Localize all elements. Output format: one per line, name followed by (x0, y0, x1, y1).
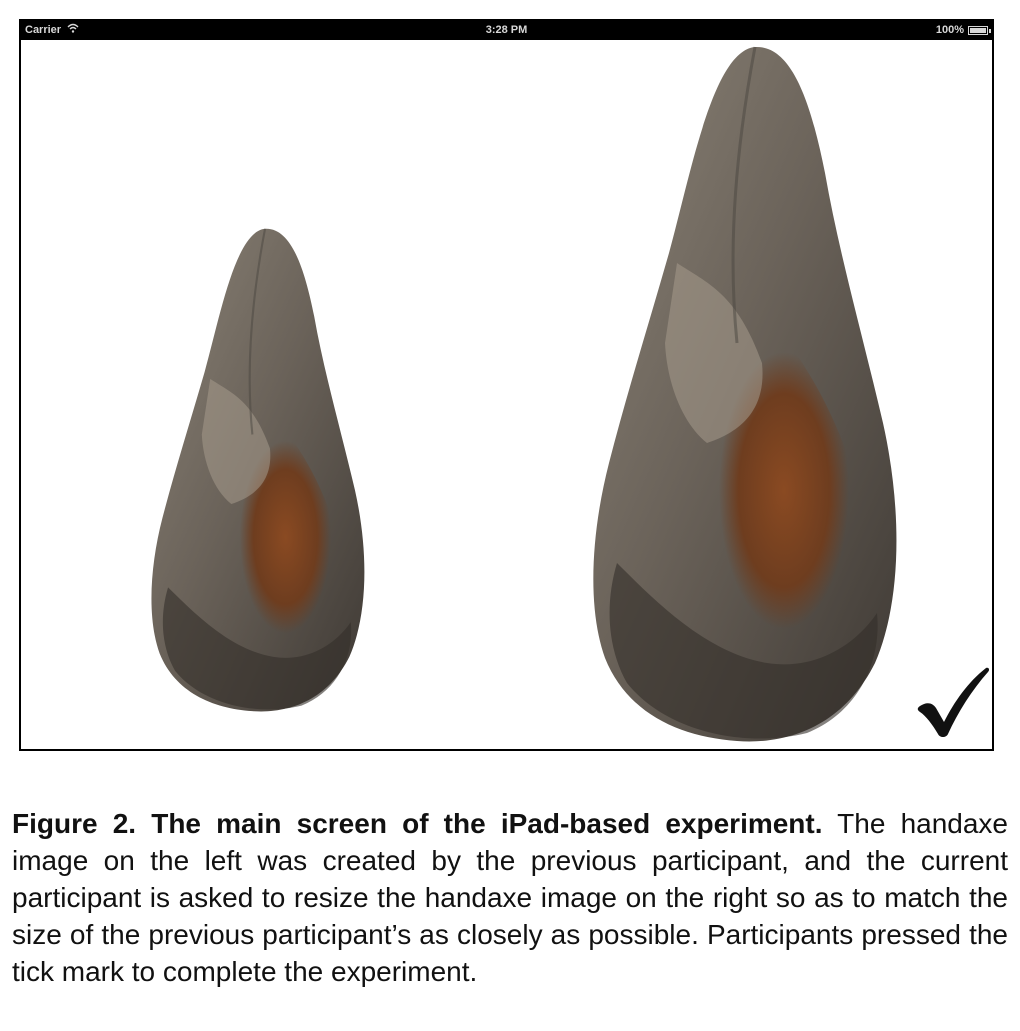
current-handaxe-image[interactable] (587, 43, 903, 748)
checkmark-icon[interactable] (916, 666, 991, 738)
figure-caption: Figure 2. The main screen of the iPad-ba… (12, 805, 1008, 990)
wifi-icon (67, 21, 79, 40)
battery-icon (968, 26, 991, 35)
status-right: 100% (935, 21, 991, 40)
caption-text: The handaxe image on the left was create… (12, 808, 1009, 987)
status-time: 3:28 PM (485, 24, 528, 36)
carrier-label: Carrier (25, 24, 62, 36)
battery-percent: 100% (935, 24, 964, 36)
caption-label: Figure 2. The main screen of the iPad-ba… (12, 808, 823, 839)
previous-handaxe-image (151, 228, 365, 712)
status-bar: Carrier 3:28 PM 100% (21, 21, 992, 40)
ipad-screen: Carrier 3:28 PM 100% (19, 19, 994, 751)
status-left: Carrier (25, 21, 79, 40)
